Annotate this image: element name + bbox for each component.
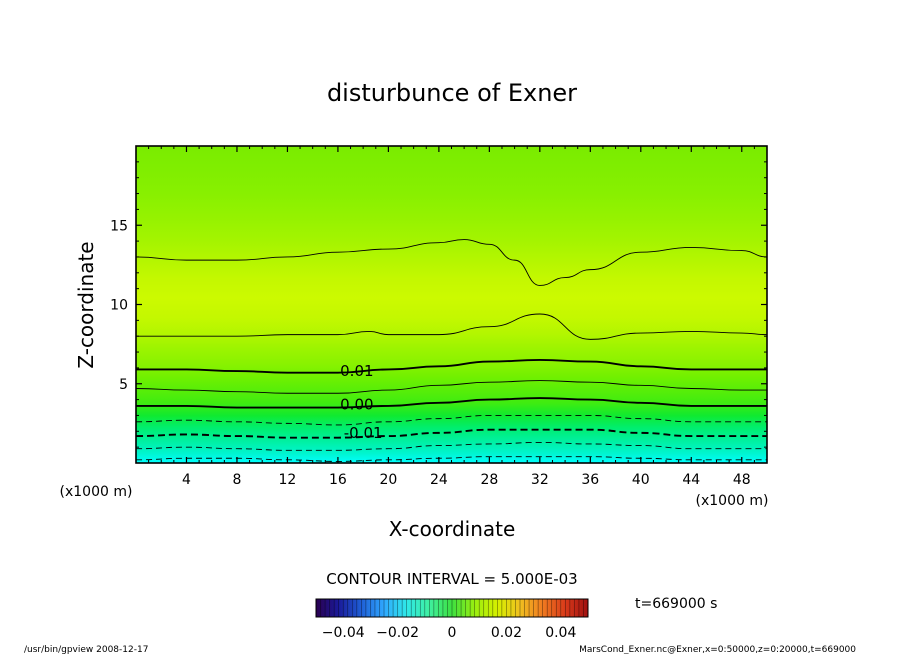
x-tick-label-9: 40	[632, 472, 650, 488]
contour-line-1	[136, 239, 767, 286]
x-tick-label-8: 36	[581, 472, 599, 488]
colorbar-tick-label-4: 0.04	[545, 625, 576, 641]
contour-line-0	[136, 313, 767, 340]
contour-fill	[136, 146, 767, 463]
x-unit-left: (x1000 m)	[60, 484, 133, 500]
x-tick-label-4: 20	[379, 472, 397, 488]
z-tick-label-2: 15	[110, 218, 128, 234]
z-axis-ticks: 5 10 15	[110, 161, 767, 448]
x-tick-label-7: 32	[531, 472, 549, 488]
z-tick-label-1: 10	[110, 298, 128, 314]
x-tick-label-11: 48	[733, 472, 751, 488]
contour-line-8	[136, 456, 767, 462]
x-tick-label-10: 44	[682, 472, 700, 488]
x-tick-label-2: 12	[279, 472, 297, 488]
footer-right: MarsCond_Exner.nc@Exner,x=0:50000,z=0:20…	[579, 645, 856, 654]
contour-line-4	[136, 397, 767, 409]
contour-label-1: 0.00	[340, 395, 373, 413]
z-tick-label-0: 5	[119, 377, 128, 393]
contour-label-2: -0.01	[344, 424, 383, 442]
contour-line-5	[136, 414, 767, 426]
x-tick-label-6: 28	[480, 472, 498, 488]
colorbar-tick-label-3: 0.02	[491, 625, 522, 641]
contour-line-3	[136, 380, 767, 394]
time-label: t=669000 s	[635, 596, 717, 612]
contour-line-2	[136, 359, 767, 374]
colorbar-ticks: −0.04 −0.02 0 0.02 0.04	[322, 625, 577, 641]
x-axis-label: X-coordinate	[389, 517, 516, 541]
x-tick-label-1: 8	[232, 472, 241, 488]
colorbar-tick-label-0: −0.04	[322, 625, 365, 641]
contour-line-7	[136, 441, 767, 451]
contour-interval-label: CONTOUR INTERVAL = 5.000E-03	[326, 570, 577, 588]
footer-left: /usr/bin/gpview 2008-12-17	[24, 645, 148, 654]
x-tick-label-0: 4	[182, 472, 191, 488]
contour-labels-group: 0.01 0.00 -0.01	[340, 362, 383, 442]
colorbar-stripes	[320, 599, 584, 617]
x-axis-ticks: 4 8 12 16 20 24 28 32 36 40 44 48	[148, 146, 755, 488]
z-axis-label: Z-coordinate	[74, 241, 98, 368]
colorbar-tick-label-2: 0	[448, 625, 457, 641]
x-tick-label-3: 16	[329, 472, 347, 488]
chart-title: disturbunce of Exner	[327, 79, 577, 107]
x-tick-label-5: 24	[430, 472, 448, 488]
contour-lines	[136, 239, 767, 462]
contour-label-0: 0.01	[340, 362, 373, 380]
colorbar-tick-label-1: −0.02	[376, 625, 419, 641]
contour-line-6	[136, 428, 767, 439]
x-unit-right: (x1000 m)	[696, 493, 769, 509]
